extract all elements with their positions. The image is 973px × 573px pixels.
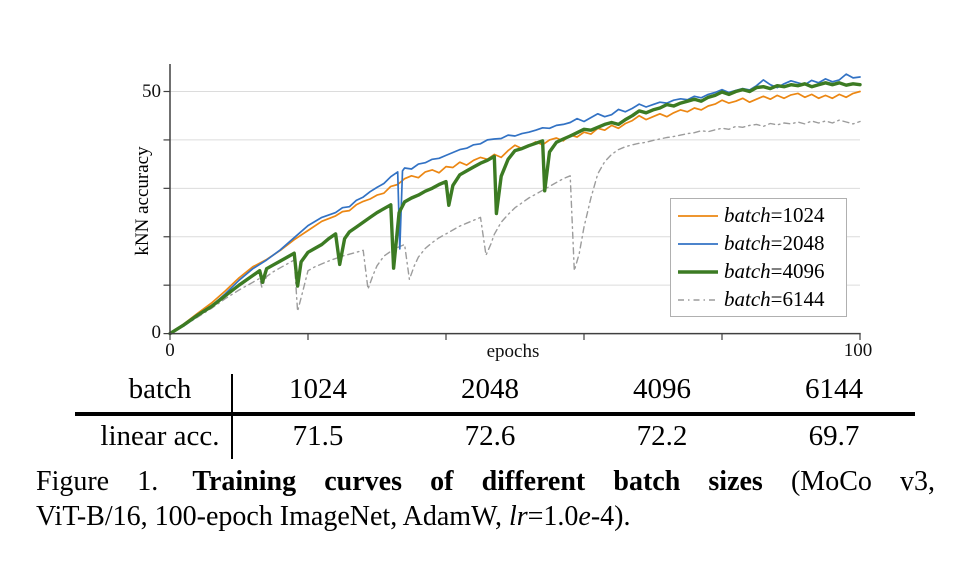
legend-line-icon <box>678 298 718 301</box>
legend-label: batch=4096 <box>724 259 825 283</box>
table-value-row: linear acc. 71.5 72.6 72.2 69.7 <box>40 414 920 458</box>
figure-caption: Figure 1. Training curves of different b… <box>36 464 935 534</box>
legend-item-batch-1024: batch=1024 <box>671 202 846 229</box>
x-ticks <box>169 333 861 340</box>
table-header-label: batch <box>128 372 192 405</box>
curve-batch-6144 <box>169 119 861 335</box>
linear-acc-2048: 72.6 <box>464 419 516 452</box>
y-tick-label-0: 0 <box>151 322 162 343</box>
legend-item-batch-2048: batch=2048 <box>671 230 846 257</box>
curve-batch-2048 <box>169 73 861 335</box>
linear-acc-4096: 72.2 <box>636 419 688 452</box>
y-tick-label-50: 50 <box>142 81 161 102</box>
table-header-row: batch 1024 2048 4096 6144 <box>40 366 920 412</box>
x-tick-label-0: 0 <box>165 340 175 361</box>
legend-line-icon <box>678 269 718 274</box>
caption-line-1: Figure 1. Training curves of different b… <box>36 466 936 497</box>
table-col-1024: 1024 <box>289 372 347 405</box>
series-curves <box>168 73 862 336</box>
x-axis-label: epochs <box>486 341 540 362</box>
legend-item-batch-6144: batch=6144 <box>671 286 846 313</box>
curve-batch-4096 <box>168 81 862 336</box>
table-col-6144: 6144 <box>805 372 863 405</box>
figure-number: Figure 1. <box>36 466 159 497</box>
legend-label: batch=2048 <box>724 231 825 255</box>
curve-batch-1024 <box>169 90 861 335</box>
table-vertical-divider <box>231 374 233 459</box>
axes-spines <box>169 64 861 335</box>
legend-item-batch-4096: batch=4096 <box>671 258 846 285</box>
linear-acc-6144: 69.7 <box>808 419 860 452</box>
chart-legend: batch=1024 batch=2048 batch=4096 batch=6… <box>670 198 847 317</box>
legend-line-icon <box>678 242 718 245</box>
y-ticks <box>163 90 170 335</box>
caption-title: Training curves of different batch sizes <box>192 466 763 497</box>
table-col-4096: 4096 <box>633 372 691 405</box>
legend-label: batch=1024 <box>724 203 825 227</box>
linear-acc-1024: 71.5 <box>292 419 344 452</box>
y-axis-label: kNN accuracy <box>132 146 153 256</box>
x-tick-label-100: 100 <box>843 340 873 361</box>
training-curves-plot <box>163 64 862 340</box>
legend-label: batch=6144 <box>724 287 825 311</box>
table-row-label: linear acc. <box>100 419 220 452</box>
caption-line-2: ViT-B/16, 100-epoch ImageNet, AdamW, lr=… <box>36 501 631 532</box>
table-col-2048: 2048 <box>461 372 519 405</box>
legend-line-icon <box>678 214 718 217</box>
table-horizontal-rule <box>75 412 915 416</box>
